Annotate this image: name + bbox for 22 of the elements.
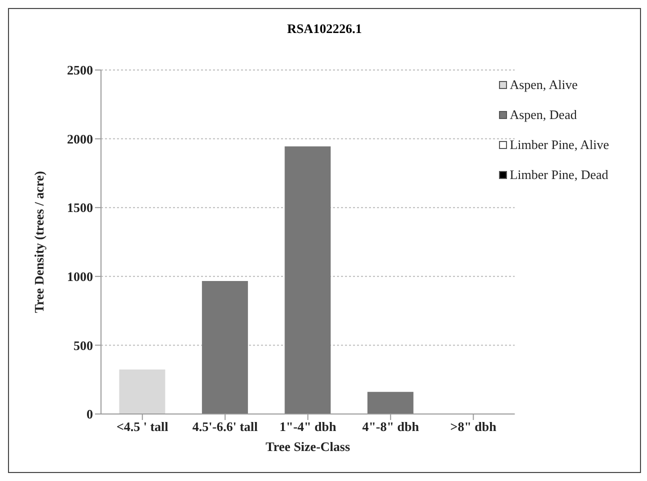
y-tick-label: 0 (86, 406, 93, 422)
x-tick-label: <4.5 ' tall (116, 419, 169, 434)
bar (202, 280, 248, 414)
x-tick-label: >8" dbh (450, 419, 498, 434)
bar (119, 370, 166, 414)
y-tick-label: 1000 (67, 269, 93, 284)
y-tick-label: 2000 (67, 131, 93, 146)
y-tick-label: 2500 (67, 62, 93, 78)
x-tick-label: 4"-8" dbh (362, 419, 420, 434)
x-tick-label: 1"-4" dbh (279, 419, 337, 434)
legend-label: Limber Pine, Alive (510, 137, 609, 153)
y-tick-label: 1500 (67, 200, 93, 216)
legend-label: Aspen, Dead (510, 107, 577, 123)
bar (367, 392, 414, 414)
chart-title: RSA102226.1 (286, 21, 363, 37)
legend-label: Limber Pine, Dead (510, 167, 608, 183)
y-axis-title: Tree Density (trees / acre) (32, 171, 47, 313)
legend-label: Aspen, Alive (510, 77, 578, 93)
x-tick-label: 4.5'-6.6' tall (192, 419, 258, 434)
x-axis-title: Tree Size-Class (266, 439, 350, 454)
y-tick-label: 500 (74, 338, 93, 353)
bar (284, 146, 331, 414)
